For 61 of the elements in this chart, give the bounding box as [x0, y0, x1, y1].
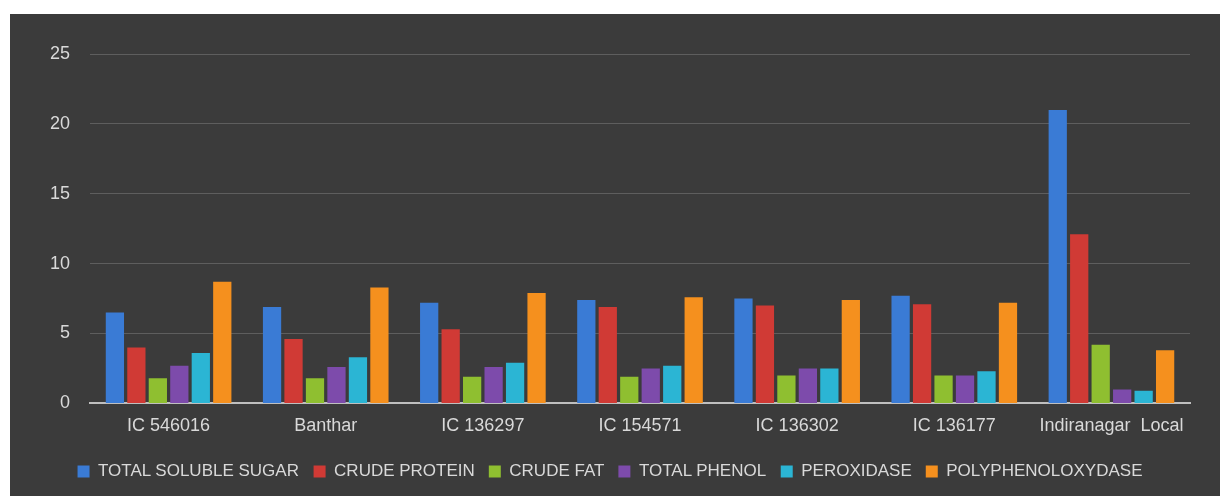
y-tick-label: 15 — [49, 182, 71, 203]
bar — [577, 299, 596, 403]
y-tick-label: 20 — [49, 112, 71, 133]
bar — [620, 376, 639, 403]
bar — [505, 362, 525, 403]
bar — [1070, 234, 1089, 403]
bar — [527, 292, 546, 403]
bar — [1091, 344, 1110, 403]
bar — [327, 367, 346, 403]
bar — [934, 375, 953, 403]
bar — [841, 299, 860, 403]
bar — [684, 297, 703, 403]
bar — [912, 304, 932, 403]
bar — [1048, 109, 1067, 403]
bar — [1155, 350, 1175, 403]
bar — [105, 312, 125, 403]
bar — [191, 353, 210, 403]
bar — [370, 287, 389, 403]
y-tick-label: 0 — [60, 392, 71, 413]
x-tick-label: Banthar — [294, 415, 358, 436]
x-tick-label: IC 154571 — [598, 415, 682, 436]
x-tick-label: IC 136177 — [912, 415, 996, 436]
bar — [955, 375, 975, 403]
bar — [777, 375, 796, 403]
bar — [1113, 389, 1132, 403]
bar — [148, 378, 167, 403]
legend-label: CRUDE PROTEIN — [334, 461, 475, 481]
x-tick-label: Indiranagar Local — [1039, 415, 1184, 436]
bar — [170, 365, 189, 403]
legend-label: PEROXIDASE — [801, 461, 912, 481]
y-tick-label: 5 — [60, 322, 71, 343]
legend-label: TOTAL PHENOL — [638, 461, 767, 481]
legend-label: POLYPHENOLOXYDASE — [946, 461, 1143, 481]
y-tick-label: 25 — [49, 42, 71, 63]
bar — [262, 306, 282, 403]
x-tick-label: IC 136302 — [755, 415, 839, 436]
bar — [598, 306, 617, 403]
y-tick-label: 10 — [49, 252, 71, 273]
bar — [284, 339, 303, 403]
legend-label: TOTAL SOLUBLE SUGAR — [98, 461, 299, 481]
bar — [463, 376, 482, 403]
bar — [348, 357, 368, 403]
legend-label: CRUDE FAT — [509, 461, 605, 481]
bar — [484, 367, 503, 403]
bar — [891, 295, 910, 403]
x-tick-label: IC 546016 — [127, 415, 211, 436]
bar — [755, 305, 775, 403]
bar — [798, 368, 818, 403]
bar — [998, 302, 1018, 403]
bar — [663, 365, 682, 403]
bar — [441, 329, 460, 403]
bar — [420, 302, 439, 403]
bar — [641, 368, 660, 403]
bar — [820, 368, 839, 403]
bar — [977, 371, 996, 403]
bar — [213, 281, 232, 403]
bar — [1134, 390, 1153, 403]
bar — [305, 378, 325, 403]
x-tick-label: IC 136297 — [441, 415, 525, 436]
bar — [734, 298, 753, 403]
bar — [127, 347, 146, 403]
